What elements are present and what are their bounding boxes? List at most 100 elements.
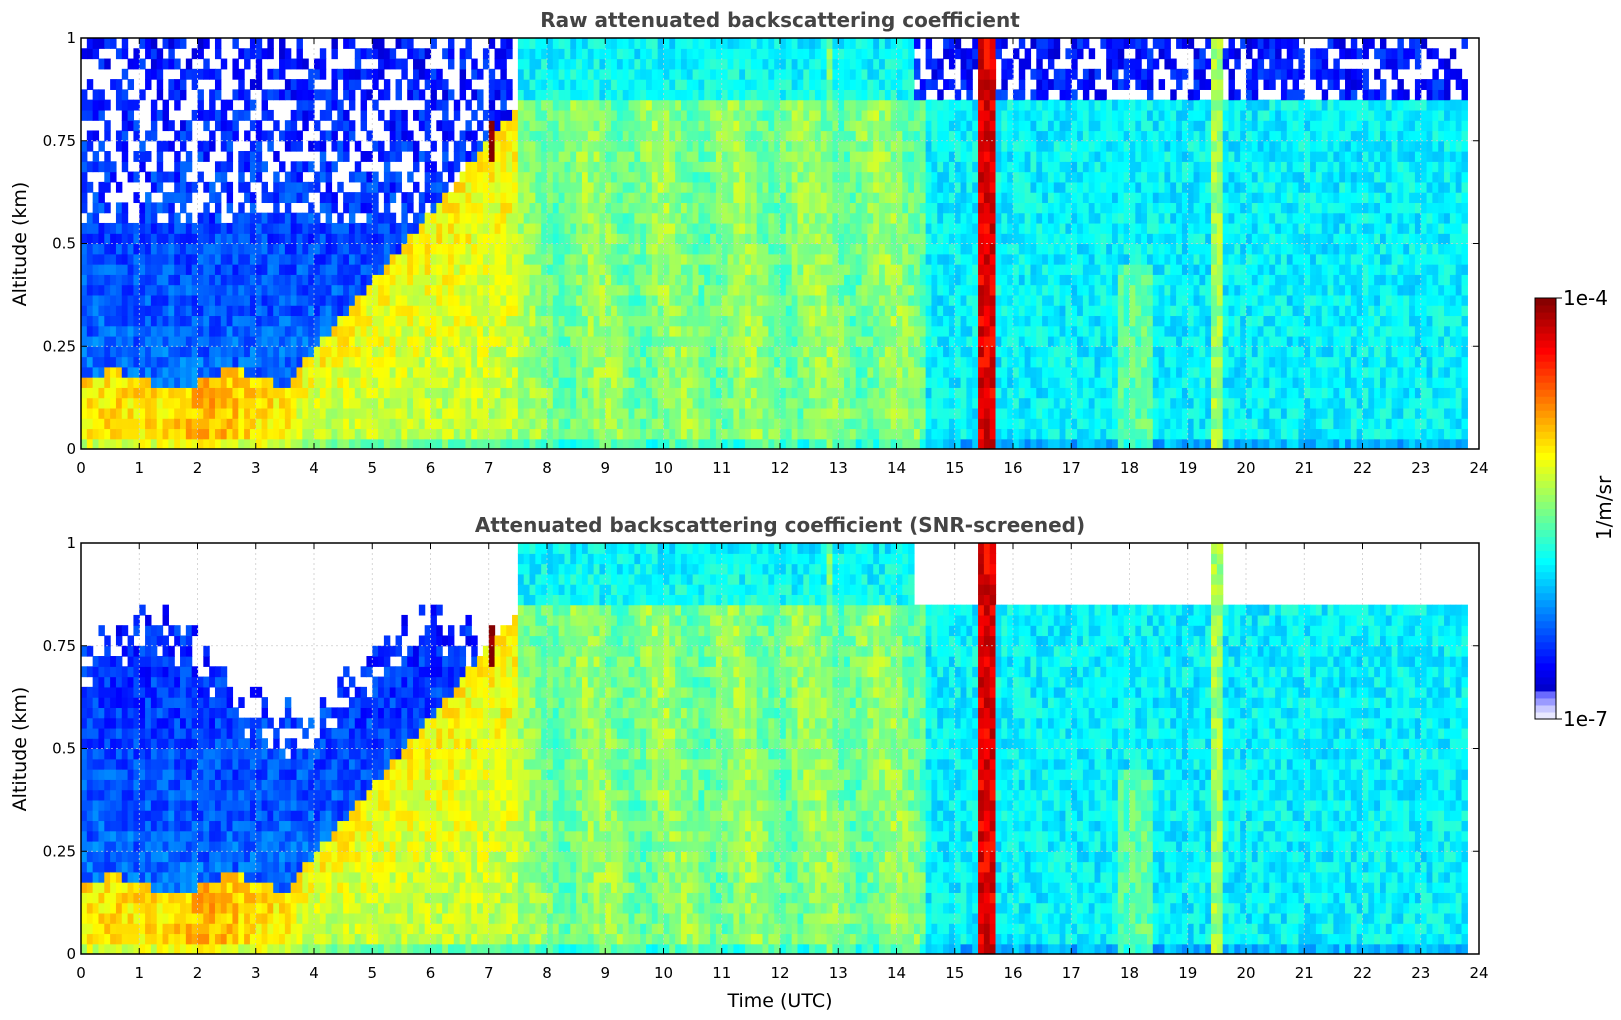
heatmap-cell [121, 397, 129, 409]
heatmap-cell [203, 438, 210, 449]
heatmap-cell [756, 253, 764, 265]
heatmap-cell [81, 305, 88, 317]
heatmap-cell [628, 171, 635, 183]
heatmap-cell [768, 151, 775, 162]
heatmap-cell [389, 48, 397, 60]
heatmap-cell [867, 243, 874, 255]
heatmap-cell [477, 264, 484, 275]
heatmap-cell [844, 335, 851, 347]
heatmap-cell [855, 325, 863, 337]
heatmap-cell [879, 130, 886, 142]
heatmap-cell [791, 181, 799, 193]
heatmap-cell [366, 181, 373, 193]
heatmap-cell [535, 222, 542, 234]
heatmap-cell [331, 253, 338, 265]
heatmap-cell [360, 120, 368, 132]
heatmap-cell [669, 171, 676, 183]
heatmap-cell [547, 284, 554, 296]
heatmap-cell [197, 428, 204, 440]
heatmap-cell [814, 58, 822, 70]
heatmap-cell [319, 377, 327, 388]
heatmap-cell [622, 335, 630, 347]
heatmap-cell [296, 253, 303, 265]
heatmap-cell [156, 109, 164, 121]
heatmap-cell [552, 68, 560, 80]
heatmap-cell [780, 407, 787, 419]
heatmap-cell [238, 438, 245, 449]
heatmap-cell [745, 233, 752, 245]
heatmap-cell [727, 120, 734, 132]
heatmap-cell [267, 233, 274, 245]
heatmap-cell [634, 335, 641, 347]
heatmap-cell [383, 120, 391, 132]
heatmap-cell [814, 315, 822, 327]
heatmap-cell [809, 192, 816, 204]
heatmap-cell [564, 315, 571, 327]
heatmap-cell [168, 315, 175, 327]
heatmap-cell [634, 356, 641, 368]
heatmap-cell [692, 89, 700, 101]
heatmap-cell [564, 68, 571, 80]
heatmap-cell [826, 89, 834, 101]
heatmap-cell [768, 438, 775, 449]
heatmap-cell [121, 202, 129, 214]
heatmap-cell [646, 192, 653, 204]
heatmap-cell [669, 222, 676, 234]
heatmap-cell [867, 418, 874, 430]
heatmap-cell [698, 89, 705, 101]
heatmap-cell [220, 335, 228, 347]
heatmap-cell [651, 274, 659, 286]
heatmap-cell [710, 377, 717, 388]
heatmap-cell [150, 264, 158, 275]
heatmap-cell [820, 397, 828, 409]
heatmap-cell [180, 407, 187, 419]
heatmap-cell [418, 325, 426, 337]
heatmap-cell [436, 202, 443, 214]
heatmap-cell [535, 397, 542, 409]
heatmap-cell [360, 325, 368, 337]
heatmap-cell [814, 397, 822, 409]
heatmap-cell [634, 418, 641, 430]
heatmap-cell [86, 274, 94, 286]
heatmap-cell [791, 366, 799, 378]
heatmap-cell [780, 68, 787, 80]
heatmap-cell [686, 233, 694, 245]
heatmap-cell [780, 181, 787, 193]
heatmap-cell [774, 397, 781, 409]
heatmap-cell [541, 151, 548, 162]
heatmap-cell [220, 222, 228, 234]
heatmap-cell [768, 79, 775, 90]
heatmap-cell [343, 325, 350, 337]
heatmap-cell [686, 387, 694, 399]
heatmap-cell [517, 346, 525, 358]
heatmap-cell [605, 58, 612, 70]
heatmap-cell [145, 356, 152, 368]
heatmap-cell [442, 377, 449, 388]
heatmap-cell [599, 58, 606, 70]
heatmap-cell [838, 151, 845, 162]
heatmap-cell [634, 274, 641, 286]
heatmap-cell [704, 109, 711, 121]
heatmap-cell [488, 192, 496, 204]
heatmap-cell [657, 407, 665, 419]
heatmap-cell [389, 377, 397, 388]
heatmap-cell [121, 366, 129, 378]
heatmap-cell [348, 192, 356, 204]
heatmap-cell [424, 161, 432, 173]
heatmap-cell [826, 109, 834, 121]
heatmap-cell [721, 407, 729, 419]
heatmap-cell [383, 284, 391, 296]
heatmap-cell [715, 212, 723, 224]
heatmap-cell [133, 99, 140, 111]
heatmap-cell [401, 109, 408, 121]
heatmap-cell [669, 120, 676, 132]
heatmap-cell [669, 438, 676, 449]
heatmap-cell [570, 109, 577, 121]
heatmap-cell [657, 89, 665, 101]
heatmap-cell [348, 305, 356, 317]
heatmap-cell [646, 356, 653, 368]
heatmap-cell [226, 202, 234, 214]
heatmap-cell [634, 305, 641, 317]
heatmap-cell [646, 253, 653, 265]
heatmap-cell [768, 192, 775, 204]
